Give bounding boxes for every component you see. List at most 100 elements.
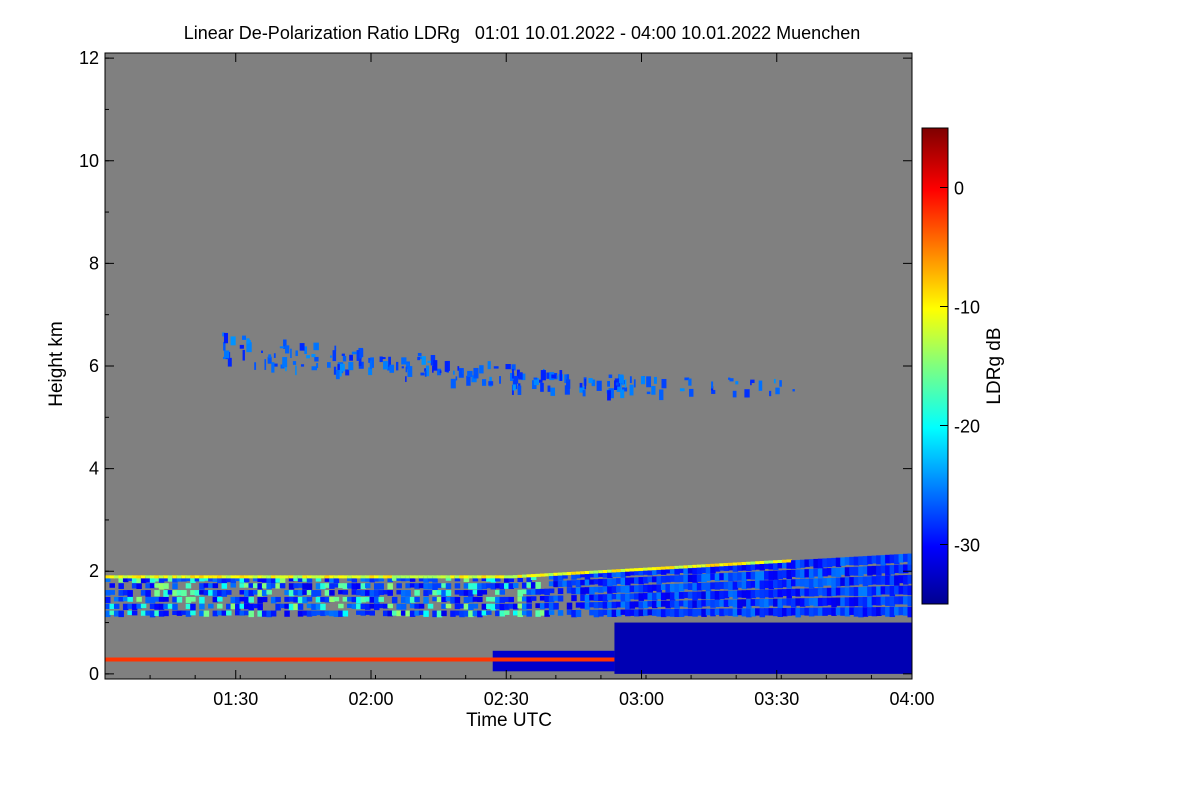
data-cell — [705, 599, 712, 607]
data-cell — [786, 588, 792, 599]
data-cell — [611, 586, 618, 593]
data-cell — [661, 378, 667, 389]
data-cell — [620, 568, 627, 572]
data-cell — [773, 598, 779, 607]
data-cell — [579, 386, 585, 393]
data-cell — [288, 583, 295, 590]
data-cell — [370, 357, 374, 368]
data-cell — [163, 583, 169, 589]
data-cell — [701, 608, 707, 617]
data-cell — [136, 596, 142, 602]
data-cell — [136, 575, 142, 579]
data-cell — [131, 583, 138, 589]
data-cell — [517, 385, 522, 395]
data-cell — [517, 589, 523, 597]
data-cell — [414, 610, 420, 616]
data-cell — [903, 553, 909, 562]
data-cell — [589, 570, 595, 574]
data-cell — [457, 366, 460, 371]
data-cell — [348, 361, 354, 371]
data-cell — [275, 603, 281, 611]
data-cell — [723, 608, 730, 616]
data-cell — [351, 576, 358, 583]
chart-title: Linear De-Polarization Ratio LDRg 01:01 … — [184, 23, 860, 43]
data-cell — [557, 572, 564, 576]
data-cell — [679, 388, 685, 392]
data-cell — [391, 610, 398, 616]
data-cell — [683, 566, 689, 575]
data-cell — [295, 365, 297, 376]
data-cell — [499, 376, 501, 384]
data-cell — [547, 385, 551, 392]
data-cell — [490, 596, 497, 602]
data-cell — [217, 576, 223, 584]
data-cell — [539, 379, 543, 383]
data-cell — [808, 578, 815, 589]
data-cell — [611, 601, 618, 609]
data-cell — [764, 608, 770, 616]
data-cell — [481, 575, 488, 579]
data-cell — [122, 603, 129, 611]
data-cell — [154, 590, 160, 597]
data-cell — [777, 570, 783, 580]
data-cell — [889, 585, 896, 597]
data-cell — [235, 603, 241, 611]
data-cell — [365, 610, 371, 615]
data-cell — [593, 594, 600, 602]
data-cell — [669, 600, 676, 608]
data-cell — [894, 554, 900, 565]
data-cell — [764, 571, 770, 580]
data-cell — [472, 575, 479, 579]
data-cell — [163, 610, 169, 617]
data-cell — [593, 571, 600, 578]
data-cell — [535, 603, 541, 609]
data-cell — [154, 576, 160, 582]
data-cell — [849, 587, 855, 596]
data-cell — [723, 564, 730, 571]
data-cell — [835, 597, 842, 606]
data-cell — [562, 572, 568, 576]
data-cell — [723, 590, 730, 599]
data-cell — [293, 575, 299, 579]
data-cell — [660, 609, 667, 618]
data-cell — [131, 575, 138, 579]
data-cell — [359, 351, 362, 359]
data-cell — [539, 610, 546, 616]
data-cell — [342, 355, 347, 362]
data-cell — [347, 575, 353, 579]
data-cell — [710, 563, 716, 567]
data-cell — [732, 590, 739, 599]
data-cell — [268, 354, 272, 359]
data-cell — [454, 590, 461, 595]
data-cell — [261, 596, 268, 603]
data-cell — [369, 360, 373, 370]
data-cell — [817, 558, 824, 569]
data-cell — [544, 610, 550, 617]
data-cell — [194, 575, 201, 579]
data-cell — [246, 342, 252, 353]
data-cell — [324, 576, 331, 582]
data-cell — [687, 600, 694, 609]
data-cell — [468, 575, 474, 579]
data-cell — [190, 575, 196, 579]
data-cell — [553, 581, 559, 588]
data-cell — [369, 596, 375, 603]
data-cell — [118, 590, 124, 596]
data-cell — [235, 576, 241, 582]
data-cell — [634, 593, 640, 600]
data-cell — [620, 569, 627, 578]
data-cell — [826, 558, 833, 568]
data-cell — [687, 565, 694, 569]
data-cell — [369, 576, 375, 583]
data-cell — [849, 607, 855, 615]
data-cell — [711, 381, 714, 389]
data-cell — [598, 571, 604, 577]
data-cell — [792, 389, 795, 392]
data-cell — [454, 603, 461, 610]
data-cell — [217, 596, 223, 602]
data-cell — [266, 590, 272, 595]
data-cell — [750, 599, 757, 606]
data-cell — [311, 610, 317, 616]
data-cell — [347, 583, 353, 589]
data-cell — [799, 559, 806, 568]
